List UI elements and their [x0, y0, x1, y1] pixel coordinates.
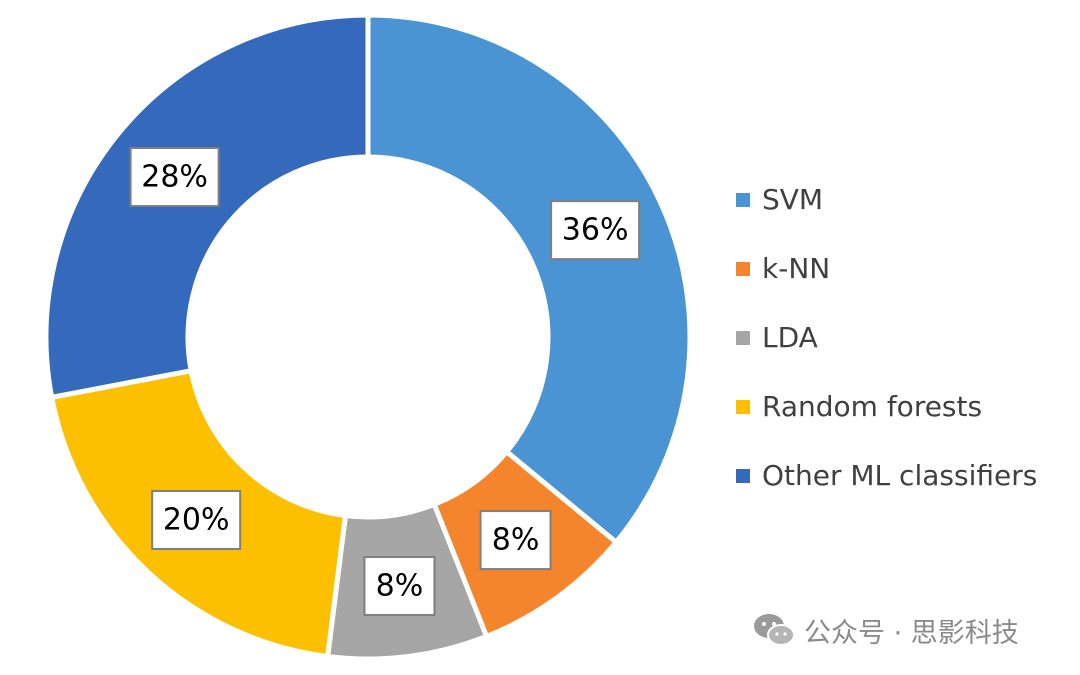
- data-label-k-nn: 8%: [479, 510, 552, 571]
- legend-label: k-NN: [762, 252, 830, 285]
- data-label-text: 36%: [562, 213, 629, 248]
- data-label-text: 8%: [492, 523, 540, 558]
- data-label-other-ml-classifiers: 28%: [129, 147, 220, 208]
- data-label-text: 28%: [141, 160, 208, 195]
- data-label-box: [550, 200, 641, 261]
- legend-swatch: [736, 193, 750, 207]
- legend-item-k-nn: k-NN: [736, 252, 830, 285]
- data-label-box: [151, 489, 242, 550]
- data-label-random-forests: 20%: [151, 489, 242, 550]
- data-label-text: 8%: [376, 569, 424, 604]
- data-label-box: [363, 556, 436, 617]
- watermark-text: 公众号 · 思影科技: [804, 617, 1019, 649]
- data-label-box: [479, 510, 552, 571]
- legend-item-other-ml-classifiers: Other ML classifiers: [736, 459, 1037, 492]
- data-label-lda: 8%: [363, 556, 436, 617]
- wechat-icon: [754, 614, 795, 646]
- legend-label: LDA: [762, 321, 818, 354]
- legend-swatch: [736, 262, 750, 276]
- legend-label: Random forests: [762, 390, 982, 423]
- legend-label: SVM: [762, 183, 823, 216]
- data-label-text: 20%: [163, 502, 230, 537]
- legend-swatch: [736, 331, 750, 345]
- data-labels: 36% 8% 8% 20% 28%: [129, 147, 641, 617]
- data-label-svm: 36%: [550, 200, 641, 261]
- legend-item-random-forests: Random forests: [736, 390, 982, 423]
- legend-swatch: [736, 400, 750, 414]
- slice-svm: [365, 12, 693, 546]
- legend-swatch: [736, 469, 750, 483]
- legend-label: Other ML classifiers: [762, 459, 1037, 492]
- legend-item-lda: LDA: [736, 321, 818, 354]
- legend-item-svm: SVM: [736, 183, 823, 216]
- legend: SVM k-NN LDA Random forests Other ML classif…: [736, 183, 1037, 492]
- watermark: 公众号 · 思影科技: [752, 610, 1019, 650]
- data-label-box: [129, 147, 220, 208]
